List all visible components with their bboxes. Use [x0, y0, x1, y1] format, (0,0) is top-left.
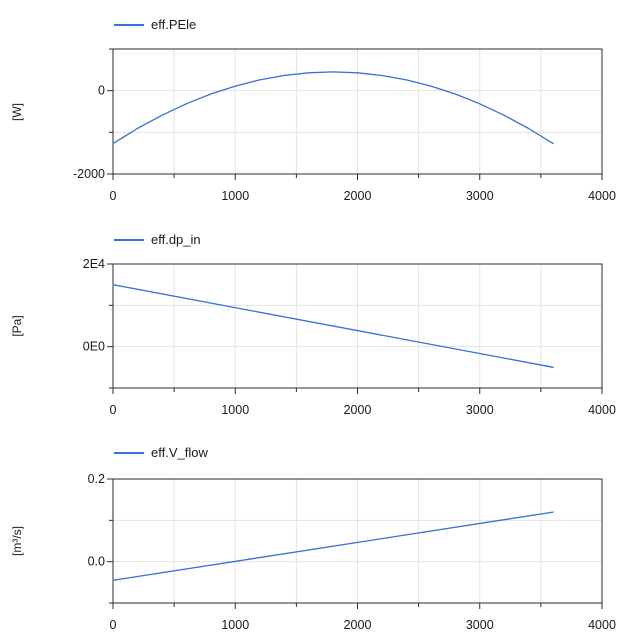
y-axis-unit-label-w: [W]	[10, 103, 24, 121]
y-tick-label: 0	[98, 84, 105, 98]
y-tick-label: 0.0	[88, 555, 105, 569]
curve-eff-v-flow	[112, 511, 554, 581]
y-tick-label: 2E4	[83, 257, 105, 271]
x-tick-label: 4000	[588, 403, 616, 417]
x-tick-label: 1000	[221, 403, 249, 417]
legend-label: eff.PEle	[151, 17, 197, 32]
x-tick-label: 4000	[588, 618, 616, 632]
x-tick-label: 2000	[344, 403, 372, 417]
y-axis-unit-label-m3s: [m³/s]	[10, 526, 24, 556]
x-tick-label: 0	[110, 403, 117, 417]
x-tick-label: 3000	[466, 403, 494, 417]
y-axis-unit-label-pa: [Pa]	[10, 315, 24, 337]
y-tick-label: 0.2	[88, 472, 105, 486]
curve-eff-pele	[112, 71, 554, 145]
legend-label: eff.V_flow	[151, 445, 208, 460]
x-tick-label: 3000	[466, 618, 494, 632]
x-tick-label: 0	[110, 189, 117, 203]
x-tick-label: 3000	[466, 189, 494, 203]
legend-line-icon	[114, 451, 144, 454]
legend-label: eff.dp_in	[151, 232, 201, 247]
legend-eff-pele: eff.PEle	[114, 17, 196, 32]
x-tick-label: 1000	[221, 189, 249, 203]
curve-eff-dp-in	[112, 284, 554, 368]
x-tick-label: 2000	[344, 189, 372, 203]
legend-line-icon	[114, 238, 144, 241]
legend-eff-v-flow: eff.V_flow	[114, 445, 208, 460]
x-tick-label: 4000	[588, 189, 616, 203]
x-tick-label: 0	[110, 618, 117, 632]
legend-eff-dp-in: eff.dp_in	[114, 232, 201, 247]
x-tick-label: 2000	[344, 618, 372, 632]
legend-line-icon	[114, 23, 144, 26]
y-tick-label: -2000	[73, 167, 105, 181]
x-tick-label: 1000	[221, 618, 249, 632]
y-tick-label: 0E0	[83, 340, 105, 354]
